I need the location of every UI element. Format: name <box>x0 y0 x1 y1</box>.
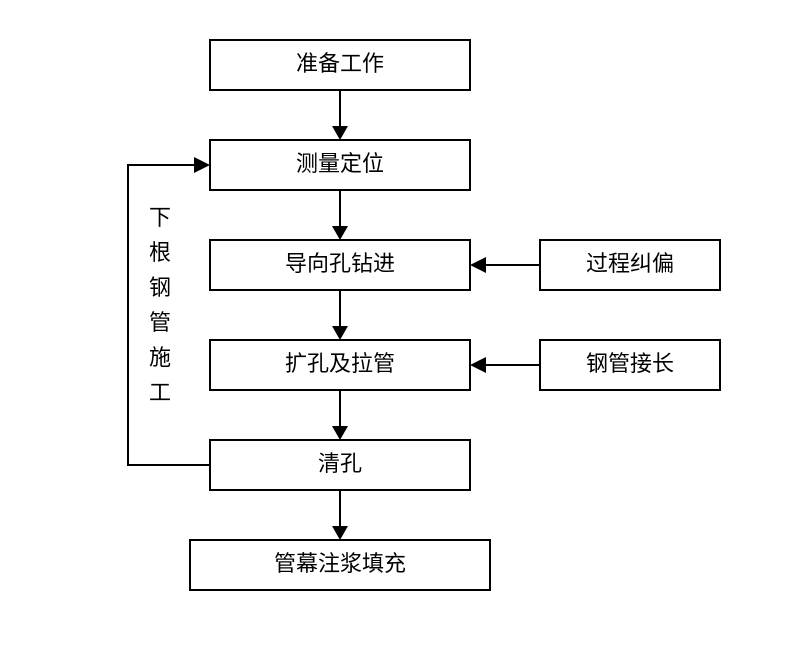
node-grouting: 管幕注浆填充 <box>190 540 490 590</box>
node-ream-pull-label: 扩孔及拉管 <box>285 351 395 376</box>
loop-label-char-1: 根 <box>149 240 171 265</box>
node-survey: 测量定位 <box>210 140 470 190</box>
node-pipe-extension-label: 钢管接长 <box>586 351 674 376</box>
node-prep: 准备工作 <box>210 40 470 90</box>
flowchart: 准备工作 测量定位 导向孔钻进 扩孔及拉管 清孔 管幕注浆填充 过程纠偏 钢管接… <box>0 0 800 662</box>
edge-n1-n2 <box>332 90 348 140</box>
node-ream-pull: 扩孔及拉管 <box>210 340 470 390</box>
node-deviation-correction: 过程纠偏 <box>540 240 720 290</box>
edge-s1-n3 <box>470 257 540 273</box>
loop-label-char-0: 下 <box>149 205 171 230</box>
loop-label-char-5: 工 <box>149 380 171 405</box>
loop-label-char-2: 钢 <box>149 275 171 300</box>
loop-label-char-3: 管 <box>149 310 171 335</box>
loop-label: 下 根 钢 管 施 工 <box>149 205 171 405</box>
node-pipe-extension: 钢管接长 <box>540 340 720 390</box>
node-clean-hole: 清孔 <box>210 440 470 490</box>
edge-n3-n4 <box>332 290 348 340</box>
node-grouting-label: 管幕注浆填充 <box>274 551 406 576</box>
node-pilot-hole-label: 导向孔钻进 <box>285 251 395 276</box>
edge-n5-n6 <box>332 490 348 540</box>
loop-label-char-4: 施 <box>149 345 171 370</box>
node-pilot-hole: 导向孔钻进 <box>210 240 470 290</box>
node-clean-hole-label: 清孔 <box>318 451 362 476</box>
edge-s2-n4 <box>470 357 540 373</box>
edge-n2-n3 <box>332 190 348 240</box>
node-survey-label: 测量定位 <box>296 151 384 176</box>
node-prep-label: 准备工作 <box>296 51 384 76</box>
edge-n4-n5 <box>332 390 348 440</box>
node-deviation-correction-label: 过程纠偏 <box>586 251 674 276</box>
